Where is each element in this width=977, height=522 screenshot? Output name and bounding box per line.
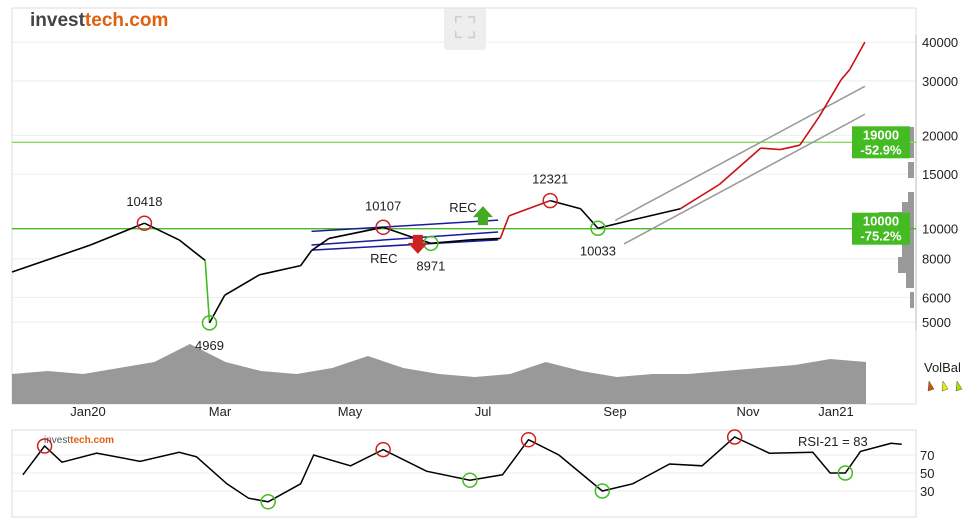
expand-icon[interactable]: ⛶ xyxy=(444,8,486,50)
level-value: 10000 xyxy=(863,214,899,229)
x-tick-label: Nov xyxy=(736,404,760,419)
volume-profile-bar xyxy=(906,272,914,288)
price-line-segment xyxy=(469,237,501,241)
level-pct: -75.2% xyxy=(860,229,902,244)
trough-label: 10033 xyxy=(580,243,616,258)
price-line-segment xyxy=(638,207,681,220)
trend-line xyxy=(311,231,499,246)
logo-text-b: tech.com xyxy=(70,435,115,446)
logo: investtech.com xyxy=(30,10,168,32)
y-tick-label: 5000 xyxy=(922,315,951,330)
level-value: 19000 xyxy=(863,127,899,142)
rsi-trough-marker xyxy=(260,494,276,510)
price-line-segment xyxy=(818,79,842,118)
price-line-segment xyxy=(848,41,866,71)
peak-label: 10418 xyxy=(126,194,162,209)
logo-text-a: invest xyxy=(44,435,71,446)
volume-profile-bar xyxy=(910,292,914,308)
x-tick-label: Sep xyxy=(603,404,626,419)
y-tick-label: 10000 xyxy=(922,222,958,237)
y-tick-label: 8000 xyxy=(922,252,951,267)
price-line-segment xyxy=(300,250,313,267)
volbal-arrow-icon xyxy=(955,380,963,392)
rsi-line xyxy=(22,436,902,503)
price-line-segment xyxy=(178,239,206,262)
price-line-segment xyxy=(840,69,851,81)
x-tick-label: Jan21 xyxy=(818,404,853,419)
y-tick-label: 6000 xyxy=(922,290,951,305)
price-line-segment xyxy=(328,226,384,240)
rsi-tick-label: 70 xyxy=(920,448,934,463)
rsi-tick-label: 30 xyxy=(920,484,934,499)
price-line-segment xyxy=(11,244,91,273)
y-tick-label: 20000 xyxy=(922,128,958,143)
sell-arrow-icon xyxy=(407,234,428,254)
volbal-arrow-icon xyxy=(941,380,949,392)
price-line-segment xyxy=(579,208,599,229)
rsi-peak-marker xyxy=(375,441,391,458)
signal-label: REC xyxy=(449,200,476,215)
rsi-peak-marker xyxy=(520,431,537,448)
price-line-segment xyxy=(311,237,330,252)
y-tick-label: 40000 xyxy=(922,35,958,50)
volbal-arrow-icon xyxy=(927,380,935,392)
rsi-title: RSI-21 = 83 xyxy=(798,434,868,449)
volbal-label: VolBal xyxy=(924,360,961,375)
price-line-segment xyxy=(760,147,781,151)
price-line-segment xyxy=(208,294,226,324)
y-tick-label: 30000 xyxy=(922,74,958,89)
price-line-segment xyxy=(799,116,820,146)
rsi-trough-marker xyxy=(462,472,478,488)
trend-line xyxy=(623,113,866,245)
rsi-peak-marker xyxy=(36,438,53,454)
price-line-segment xyxy=(718,147,762,185)
x-tick-label: May xyxy=(338,404,363,419)
volume-profile-bar xyxy=(908,162,914,178)
logo-text-a: invest xyxy=(30,10,85,31)
trend-line xyxy=(311,239,499,251)
price-line-segment xyxy=(89,222,145,246)
rsi-tick-label: 50 xyxy=(920,466,934,481)
trough-label: 4969 xyxy=(195,338,224,353)
volume-area xyxy=(12,344,866,404)
x-tick-label: Mar xyxy=(209,404,232,419)
peak-marker xyxy=(542,192,558,209)
price-line-segment xyxy=(550,199,581,210)
y-tick-label: 15000 xyxy=(922,167,958,182)
peak-label: 10107 xyxy=(365,198,401,213)
x-tick-label: Jan20 xyxy=(70,404,105,419)
buy-arrow-icon xyxy=(472,206,493,226)
rsi-trough-marker xyxy=(837,465,854,481)
trend-line xyxy=(614,85,866,222)
logo-text-b: tech.com xyxy=(84,10,169,31)
trough-label: 8971 xyxy=(416,258,445,273)
peak-marker xyxy=(136,215,153,231)
price-line-segment xyxy=(204,260,211,323)
trough-marker xyxy=(201,315,218,331)
trend-line xyxy=(311,219,499,233)
price-line-segment xyxy=(259,264,301,276)
level-tag xyxy=(852,126,910,159)
volume-profile-bar xyxy=(898,257,914,273)
level-pct: -52.9% xyxy=(860,142,902,157)
x-tick-label: Jul xyxy=(475,404,492,419)
trough-marker xyxy=(590,220,606,237)
price-line-segment xyxy=(144,222,180,241)
rsi-peak-marker xyxy=(726,429,743,445)
price-line-segment xyxy=(679,183,720,210)
peak-label: 12321 xyxy=(532,172,568,187)
level-tag xyxy=(852,212,910,245)
volume-profile-bar xyxy=(908,192,914,208)
price-line-segment xyxy=(499,215,510,239)
price-line-segment xyxy=(780,144,800,151)
rsi-trough-marker xyxy=(594,483,611,499)
peak-marker xyxy=(375,219,391,236)
rsi-logo: investtech.com xyxy=(44,435,114,446)
price-line-segment xyxy=(224,274,260,296)
volume-profile-bar xyxy=(902,242,914,258)
signal-label: REC xyxy=(370,251,397,266)
